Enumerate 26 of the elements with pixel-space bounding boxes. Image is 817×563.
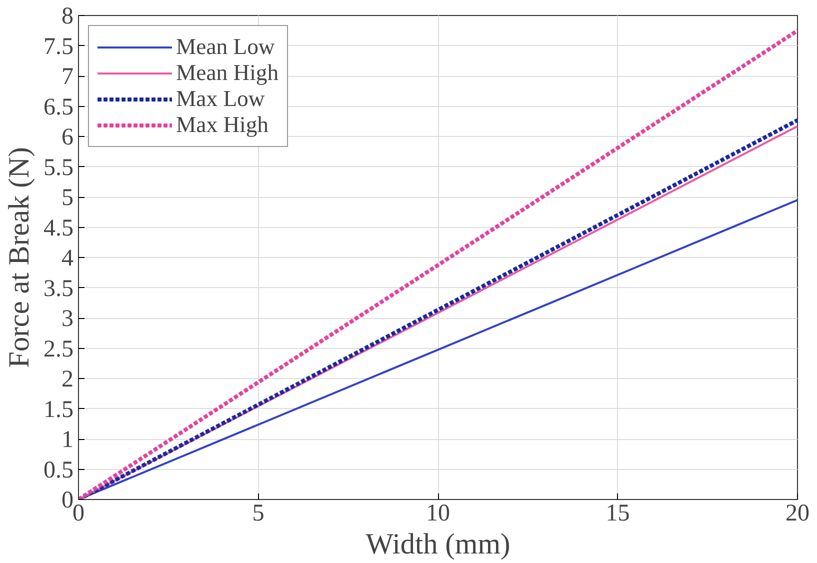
legend-label: Mean High bbox=[176, 60, 279, 86]
y-tick-label: 2 bbox=[62, 366, 74, 392]
legend-label: Max High bbox=[176, 112, 269, 138]
y-tick-label: 3 bbox=[62, 306, 74, 332]
legend-label: Mean Low bbox=[176, 34, 275, 60]
y-tick-label: 8 bbox=[62, 4, 74, 30]
y-tick-label: 4 bbox=[62, 246, 74, 272]
legend-label: Max Low bbox=[176, 86, 265, 112]
y-tick-label: 6.5 bbox=[44, 94, 74, 120]
x-tick-label: 5 bbox=[252, 500, 264, 526]
y-tick-label: 7 bbox=[62, 64, 74, 90]
y-tick-label: 1.5 bbox=[44, 396, 74, 423]
x-tick-label: 20 bbox=[786, 500, 810, 526]
y-tick-label: 5.5 bbox=[44, 154, 74, 181]
y-tick-label: 3.5 bbox=[44, 276, 74, 302]
y-tick-label: 0.5 bbox=[44, 457, 74, 484]
x-tick-label: 10 bbox=[426, 500, 450, 526]
y-tick-label: 4.5 bbox=[44, 215, 74, 242]
y-tick-label: 2.5 bbox=[44, 336, 74, 362]
y-tick-label: 6 bbox=[62, 124, 74, 150]
y-axis-title: Force at Break (N) bbox=[4, 147, 36, 368]
y-tick-label: 7.5 bbox=[44, 34, 74, 60]
x-axis-title: Width (mm) bbox=[366, 528, 510, 560]
y-tick-label: 1 bbox=[62, 427, 74, 453]
y-tick-label: 5 bbox=[62, 185, 74, 211]
x-tick-label: 15 bbox=[606, 500, 630, 526]
